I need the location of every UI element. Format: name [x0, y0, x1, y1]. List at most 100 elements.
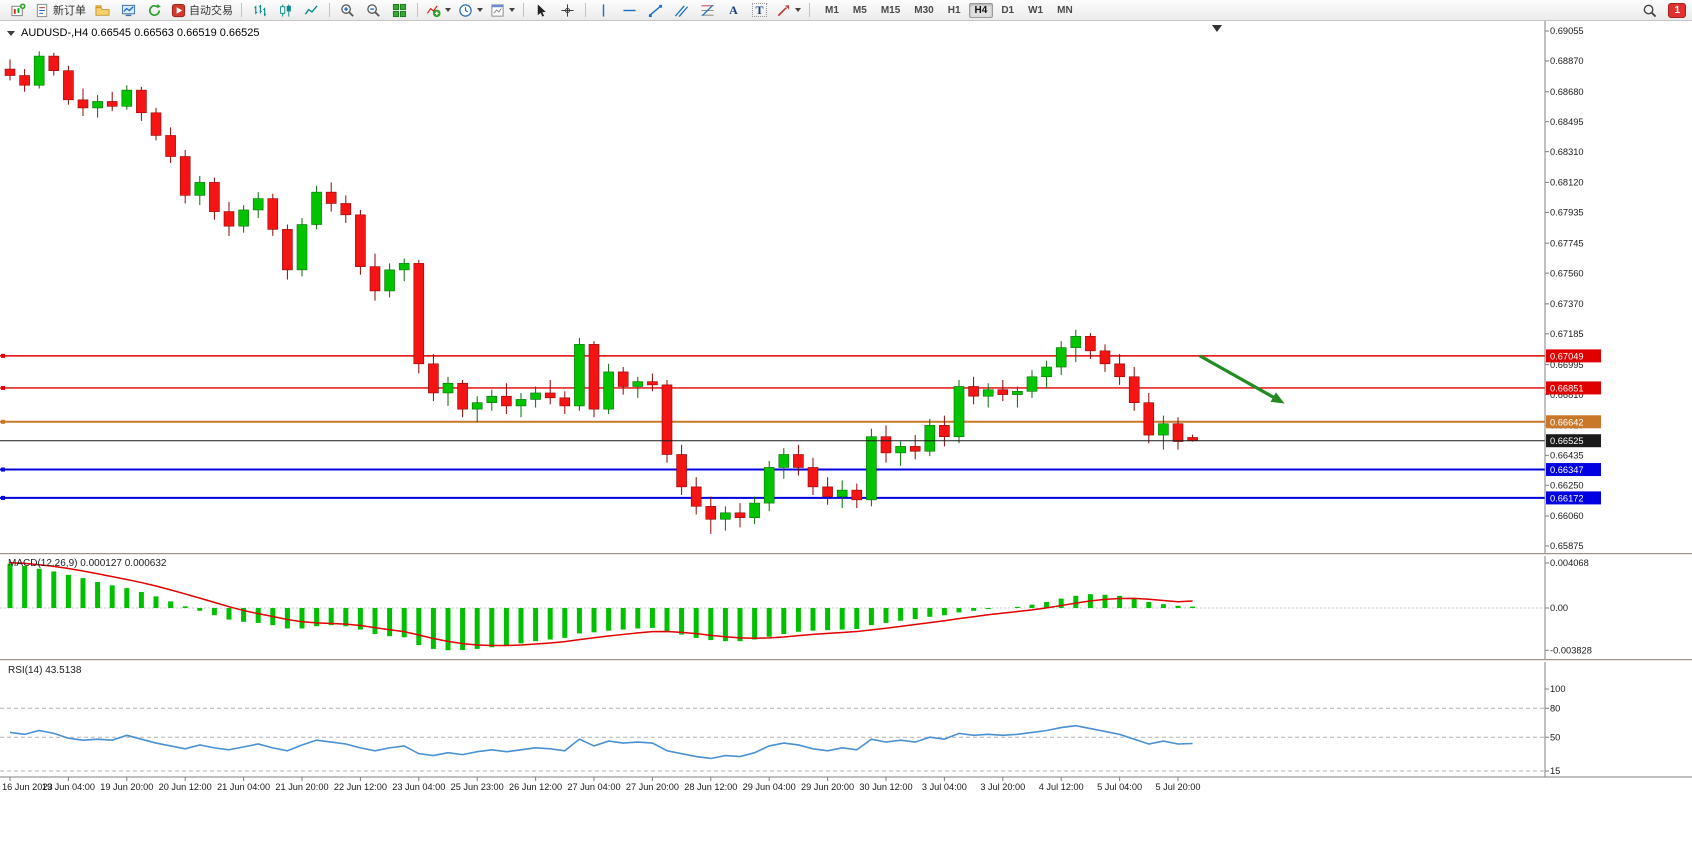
candlestick-mode-button[interactable] [273, 1, 298, 19]
arrows-dropdown-caret [795, 8, 801, 12]
zoom-out-button[interactable] [361, 1, 386, 19]
timeframe-m30[interactable]: M30 [914, 4, 934, 16]
autotrading-button[interactable]: 自动交易 [168, 1, 236, 19]
crosshair-icon [561, 3, 574, 17]
refresh-button[interactable] [142, 1, 167, 19]
chart-window[interactable]: AUDUSD-,H4 0.66545 0.66563 0.66519 0.665… [0, 21, 1692, 845]
trend-arrow [1199, 354, 1281, 403]
timeframe-h1[interactable]: H1 [947, 4, 961, 16]
price-level-badge [1546, 463, 1601, 477]
market-watch-button[interactable] [116, 1, 141, 19]
arrows-tool-button[interactable] [773, 1, 804, 19]
timeframe-m15[interactable]: M15 [880, 4, 901, 16]
candles [4, 51, 1198, 534]
timeframe-w1[interactable]: W1 [1028, 4, 1044, 16]
main-toolbar: 新订单 自动交易 [0, 0, 1692, 21]
svg-text:0.68495: 0.68495 [1550, 117, 1584, 127]
fibonacci-icon [701, 4, 714, 16]
text-tool-button[interactable]: A [721, 1, 746, 19]
channel-tool-button[interactable] [669, 1, 694, 19]
svg-text:0.67745: 0.67745 [1550, 238, 1584, 248]
symbol-quote-text: AUDUSD-,H4 0.66545 0.66563 0.66519 0.665… [21, 27, 260, 39]
template-icon [491, 3, 504, 17]
profiles-button[interactable] [90, 1, 115, 19]
toolbar-separator [241, 3, 242, 17]
svg-text:22 Jun 12:00: 22 Jun 12:00 [334, 782, 387, 792]
svg-text:0.66435: 0.66435 [1550, 451, 1584, 461]
svg-text:21 Jun 04:00: 21 Jun 04:00 [217, 782, 270, 792]
period-button[interactable] [455, 1, 486, 19]
timeframe-d1[interactable]: D1 [1001, 4, 1015, 16]
svg-text:5 Jul 04:00: 5 Jul 04:00 [1097, 782, 1142, 792]
trendline-icon [648, 4, 663, 17]
crosshair-tool-button[interactable] [555, 1, 580, 19]
candlestick-chart-icon [280, 3, 291, 17]
horizontal-line-icon [623, 9, 636, 11]
svg-text:3 Jul 04:00: 3 Jul 04:00 [922, 782, 967, 792]
price-level-badge [1546, 349, 1601, 363]
timeframe-m1[interactable]: M1 [825, 4, 839, 16]
trend-arrow-head [1270, 392, 1285, 404]
trendline-tool-button[interactable] [643, 1, 668, 19]
arrow-object-icon [777, 4, 790, 16]
new-order-label: 新订单 [53, 5, 86, 17]
chart-objects[interactable] [0, 25, 1545, 442]
svg-text:-0.003828: -0.003828 [1550, 646, 1592, 656]
svg-text:0.68870: 0.68870 [1550, 56, 1584, 66]
fibonacci-tool-button[interactable] [695, 1, 720, 19]
toolbar-separator [809, 3, 810, 17]
svg-text:0.67560: 0.67560 [1550, 268, 1584, 278]
new-chart-button[interactable] [6, 1, 31, 19]
price-axis[interactable]: 0.69055 0.68870 0.68680 0.68495 0.68310 0.681… [1544, 21, 1601, 777]
svg-text:19 Jun 04:00: 19 Jun 04:00 [42, 782, 95, 792]
macd-indicator-label: MACD(12,26,9) 0.000127 0.000632 [8, 558, 167, 569]
zoom-in-icon [341, 3, 354, 17]
new-order-button[interactable]: 新订单 [32, 1, 89, 19]
refresh-icon [148, 3, 161, 16]
svg-text:30 Jun 12:00: 30 Jun 12:00 [859, 782, 912, 792]
text-label-icon: T [752, 3, 767, 17]
toolbar-separator [523, 3, 524, 17]
tile-windows-button[interactable] [387, 1, 412, 19]
svg-text:19 Jun 20:00: 19 Jun 20:00 [100, 782, 153, 792]
bar-chart-icon [254, 4, 267, 16]
svg-text:29 Jun 04:00: 29 Jun 04:00 [743, 782, 796, 792]
horizontal-line-tool-button[interactable] [617, 1, 642, 19]
text-label-tool-button[interactable]: T [747, 1, 772, 19]
market-watch-icon [121, 4, 136, 16]
search-button[interactable] [1637, 1, 1662, 19]
svg-text:0.66851: 0.66851 [1550, 383, 1584, 393]
cursor-tool-button[interactable] [529, 1, 554, 19]
timeframe-mn[interactable]: MN [1057, 4, 1073, 16]
toolbar-separator [417, 3, 418, 17]
svg-text:0.65875: 0.65875 [1550, 541, 1584, 551]
clock-icon [459, 3, 472, 17]
indicators-button[interactable] [423, 1, 454, 19]
zoom-in-button[interactable] [335, 1, 360, 19]
price-level-badge [1546, 415, 1601, 429]
toolbar-right-group: 1 [1637, 1, 1686, 19]
equidistant-channel-icon [674, 4, 689, 17]
price-level-badge [1546, 381, 1601, 395]
svg-text:5 Jul 20:00: 5 Jul 20:00 [1156, 782, 1201, 792]
svg-text:26 Jun 12:00: 26 Jun 12:00 [509, 782, 562, 792]
svg-text:21 Jun 20:00: 21 Jun 20:00 [275, 782, 328, 792]
svg-text:29 Jun 20:00: 29 Jun 20:00 [801, 782, 854, 792]
svg-text:27 Jun 04:00: 27 Jun 04:00 [567, 782, 620, 792]
svg-text:0.68310: 0.68310 [1550, 147, 1584, 157]
chart-canvas[interactable]: 0.69055 0.68870 0.68680 0.68495 0.68310 0.681… [0, 21, 1692, 796]
svg-text:28 Jun 12:00: 28 Jun 12:00 [684, 782, 737, 792]
line-chart-mode-button[interactable] [299, 1, 324, 19]
price-level-badge [1546, 434, 1601, 448]
indicators-dropdown-caret [445, 8, 451, 12]
timeframe-m5[interactable]: M5 [852, 4, 867, 16]
vertical-line-tool-button[interactable] [591, 1, 616, 19]
notification-badge[interactable]: 1 [1668, 2, 1686, 18]
one-click-panel-toggle-icon[interactable] [7, 30, 15, 36]
new-chart-icon [11, 2, 26, 16]
svg-text:0.67935: 0.67935 [1550, 208, 1584, 218]
template-button[interactable] [487, 1, 518, 19]
timeframe-h4[interactable]: H4 [968, 2, 994, 18]
bar-chart-mode-button[interactable] [247, 1, 272, 19]
